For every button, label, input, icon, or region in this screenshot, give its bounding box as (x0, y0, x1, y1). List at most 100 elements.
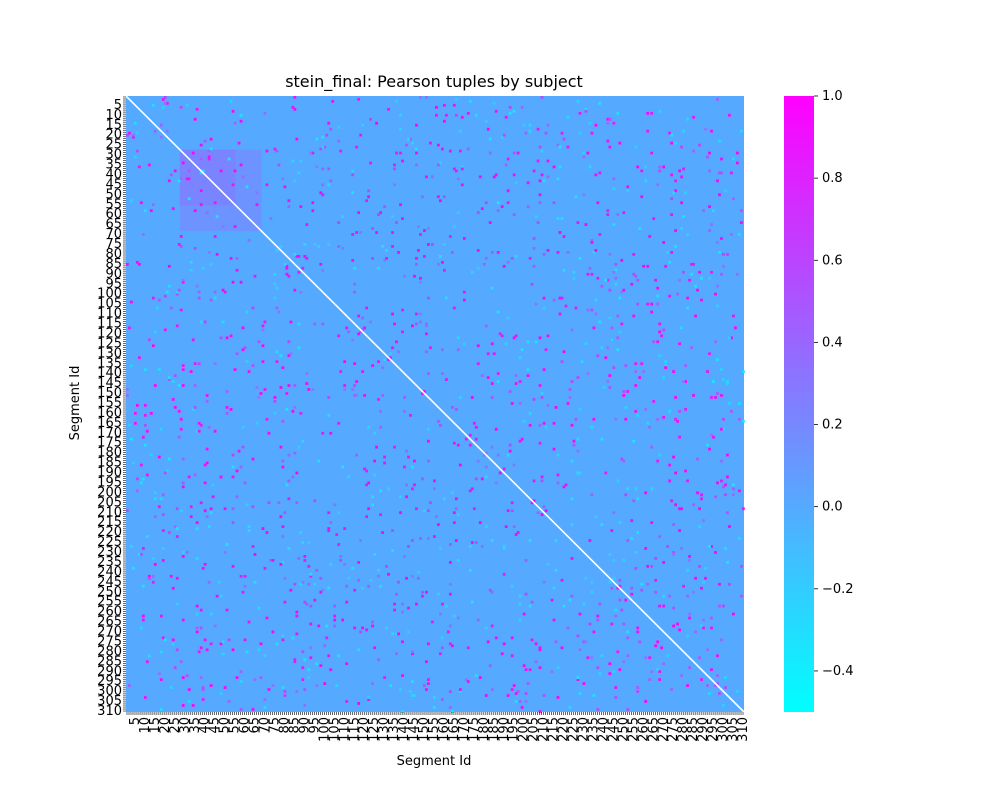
heatmap-cell (157, 455, 161, 459)
heatmap-cell (413, 459, 416, 463)
heatmap-cell (596, 666, 600, 670)
heatmap-cell (333, 614, 337, 618)
heatmap-cell (231, 507, 235, 511)
y-tick-label: 240 (97, 565, 122, 580)
heatmap-cell (618, 578, 622, 582)
heatmap-cell (397, 632, 400, 636)
heatmap-cell (173, 525, 177, 528)
x-tick-label: 160 (437, 717, 452, 742)
heatmap-cell (674, 471, 678, 475)
colorbar-tick-label: 1.0 (822, 89, 843, 104)
heatmap-cell (670, 141, 674, 145)
heatmap-cell (251, 457, 255, 461)
heatmap-cell (193, 117, 197, 121)
heatmap-cell (425, 96, 428, 99)
heatmap-cell (624, 364, 628, 368)
heatmap-cell (415, 151, 418, 155)
x-tick-label: 175 (467, 717, 482, 742)
y-tick-label: 155 (97, 396, 122, 411)
heatmap-cell (600, 346, 604, 350)
heatmap-cell (163, 328, 167, 332)
heatmap-cell (293, 658, 297, 662)
heatmap-cell (389, 352, 392, 356)
heatmap-cell (315, 684, 319, 687)
heatmap-cell (153, 129, 157, 133)
heatmap-cell (510, 256, 514, 260)
heatmap-cell (674, 396, 678, 399)
heatmap-cell (273, 282, 277, 286)
heatmap-cell (161, 105, 165, 109)
heatmap-cell (470, 487, 474, 491)
heatmap-cell (608, 662, 612, 666)
heatmap-cell (367, 195, 371, 199)
heatmap-cell (413, 694, 416, 697)
heatmap-cell (724, 676, 727, 680)
heatmap-cell (578, 111, 582, 115)
heatmap-cell (209, 262, 213, 266)
heatmap-cell (608, 374, 612, 377)
heatmap-cell (337, 421, 341, 425)
heatmap-cell (415, 312, 418, 316)
heatmap-cell (283, 185, 287, 189)
heatmap-cell (562, 350, 566, 354)
heatmap-cell (377, 266, 380, 270)
heatmap-cell (484, 324, 488, 328)
heatmap-cell (187, 700, 191, 703)
heatmap-cell (440, 636, 444, 640)
heatmap-cell (568, 388, 572, 391)
y-tick-label: 260 (97, 605, 122, 620)
heatmap-cell (740, 129, 743, 133)
heatmap-cell (315, 165, 319, 169)
heatmap-cell (456, 177, 460, 181)
heatmap-cell (319, 590, 323, 594)
heatmap-cell (592, 326, 596, 330)
heatmap-cell (458, 129, 462, 133)
heatmap-cell (309, 622, 313, 626)
heatmap-cell (708, 151, 711, 155)
heatmap-cell (654, 644, 658, 648)
heatmap-cell (634, 370, 638, 374)
heatmap-cell (187, 475, 191, 479)
heatmap-cell (329, 431, 333, 435)
heatmap-cell (403, 465, 406, 469)
heatmap-cell (181, 364, 185, 368)
heatmap-cell (730, 233, 733, 236)
heatmap-cell (305, 372, 309, 375)
heatmap-cell (171, 398, 175, 401)
heatmap-cell (197, 429, 201, 433)
heatmap-cell (285, 264, 289, 268)
heatmap-cell (247, 529, 251, 532)
heatmap-cell (195, 284, 199, 288)
heatmap-cell (650, 302, 654, 306)
heatmap-cell (634, 362, 638, 366)
heatmap-cell (149, 411, 153, 415)
heatmap-cell (291, 105, 295, 109)
heatmap-cell (231, 648, 235, 652)
heatmap-cell (702, 519, 705, 523)
heatmap-cell (558, 145, 562, 149)
heatmap-cell (534, 642, 538, 646)
heatmap-cell (143, 404, 147, 407)
heatmap-cell (720, 427, 723, 431)
heatmap-cell (528, 129, 532, 133)
heatmap-cell (526, 374, 530, 377)
heatmap-cell (263, 706, 267, 709)
heatmap-cell (327, 396, 331, 399)
heatmap-cell (135, 489, 139, 493)
heatmap-cell (624, 598, 628, 602)
heatmap-cell (131, 566, 135, 570)
heatmap-cell (145, 473, 149, 477)
heatmap-cell (596, 354, 600, 358)
heatmap-cell (237, 141, 241, 145)
heatmap-cell (175, 535, 179, 538)
heatmap-cell (672, 191, 676, 195)
heatmap-cell (297, 171, 301, 175)
x-tick-label: 185 (487, 717, 502, 742)
x-tick-label: 305 (726, 717, 741, 742)
heatmap-cell (401, 602, 404, 606)
heatmap-cell (179, 308, 183, 312)
heatmap-cell (193, 405, 197, 409)
heatmap-cell (682, 129, 685, 133)
heatmap-cell (313, 598, 317, 602)
y-tick-label: 180 (97, 446, 122, 461)
